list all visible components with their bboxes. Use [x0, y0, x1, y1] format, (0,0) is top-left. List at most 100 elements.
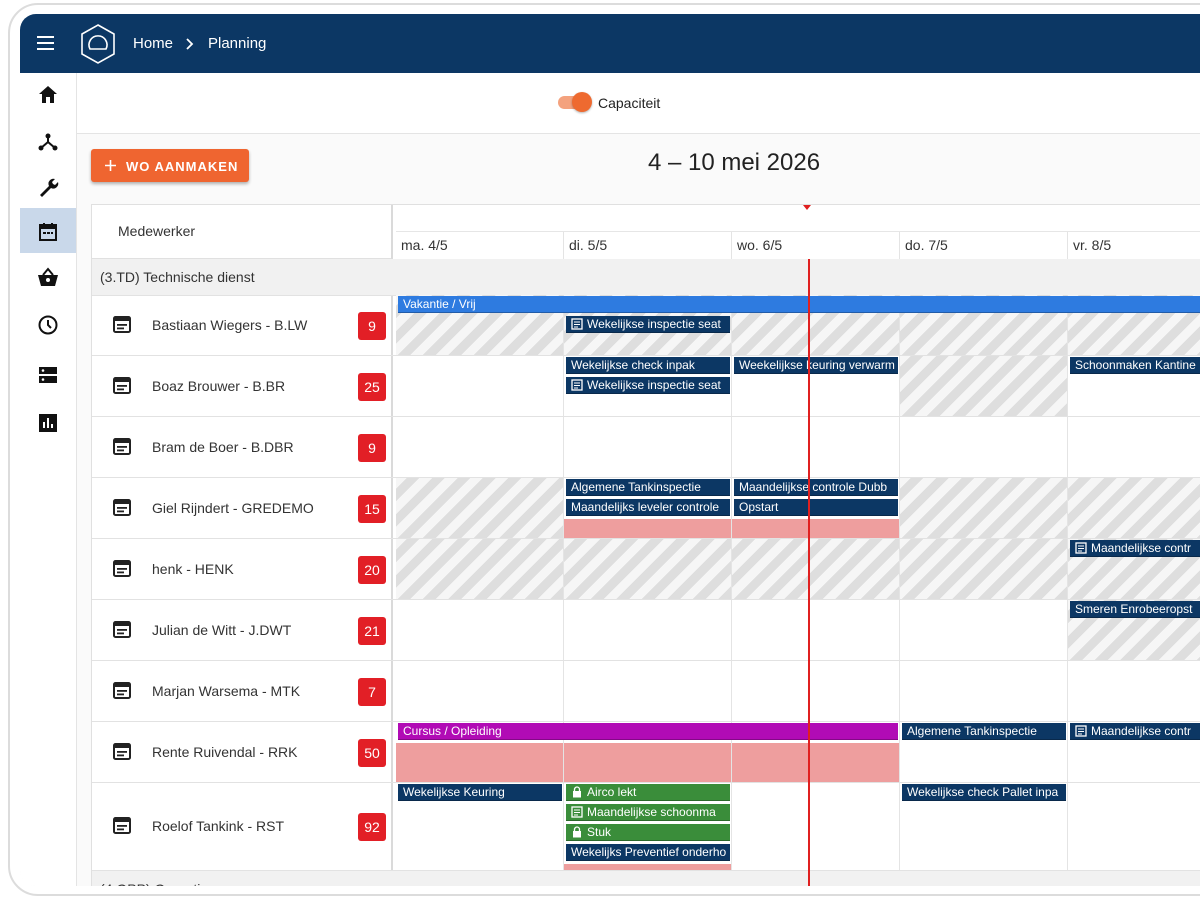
event-label: Wekelijkse check inpak — [571, 358, 695, 372]
event-label: Wekelijkse inspectie seat — [587, 317, 721, 331]
planning-event[interactable]: Wekelijkse inspectie seat — [566, 316, 730, 333]
row-divider — [92, 416, 1200, 417]
planning-event[interactable]: Algemene Tankinspectie — [902, 723, 1066, 740]
event-icon — [571, 806, 583, 820]
event-label: Algemene Tankinspectie — [907, 724, 1037, 738]
sidebar — [20, 73, 77, 886]
now-line — [808, 259, 810, 886]
nav-orders[interactable] — [36, 266, 60, 290]
planning-event[interactable]: Schoonmaken Kantine — [1070, 357, 1200, 374]
logo[interactable] — [78, 23, 118, 65]
event-label: Maandelijks leveler controle — [571, 500, 720, 514]
event-label: Smeren Enrobeeropst — [1075, 602, 1193, 616]
employee-name: henk - HENK — [152, 560, 234, 577]
event-label: Maandelijkse controle Dubb — [739, 480, 888, 494]
event-label: Wekelijks Preventief onderho — [571, 845, 727, 859]
planning-event[interactable]: Airco lekt — [566, 784, 730, 801]
planning-event[interactable]: Algemene Tankinspectie — [566, 479, 730, 496]
planning-event[interactable]: Maandelijks leveler controle — [566, 499, 730, 516]
overload-cell — [732, 519, 899, 538]
event-icon — [571, 379, 583, 393]
row-divider — [92, 870, 1200, 871]
breadcrumb-link[interactable]: Home — [133, 35, 174, 52]
planning-event[interactable]: Maandelijkse contr — [1070, 723, 1200, 740]
workload-badge: 50 — [358, 738, 386, 767]
event-label: Schoonmaken Kantine — [1075, 358, 1196, 372]
planning-event[interactable]: Smeren Enrobeeropst — [1070, 601, 1200, 618]
toggle-knob[interactable] — [572, 92, 592, 112]
day-column-line — [1067, 232, 1068, 886]
planning-event[interactable]: Weekelijkse keuring verwarm — [734, 357, 898, 374]
group-row — [92, 259, 1200, 296]
event-label: Maandelijkse schoonma — [587, 805, 716, 819]
event-label: Airco lekt — [587, 785, 637, 799]
menu-button[interactable] — [36, 33, 56, 53]
event-label: Weekelijkse keuring verwarm — [739, 358, 895, 372]
nav-maintenance[interactable] — [36, 175, 60, 199]
planning-event[interactable]: Maandelijkse contr — [1070, 540, 1200, 557]
event-icon — [571, 318, 583, 332]
nav-storage[interactable] — [36, 363, 60, 387]
planning-event[interactable]: Cursus / Opleiding — [398, 723, 898, 740]
row-calendar-icon[interactable] — [112, 815, 132, 835]
row-calendar-icon[interactable] — [112, 314, 132, 334]
row-divider — [92, 477, 1200, 478]
row-calendar-icon[interactable] — [112, 680, 132, 700]
event-label: Maandelijkse contr — [1091, 724, 1192, 738]
event-icon — [1075, 725, 1087, 739]
planning-event[interactable]: Maandelijkse schoonma — [566, 804, 730, 821]
event-label: Wekelijkse inspectie seat — [587, 378, 721, 392]
row-divider — [92, 538, 1200, 539]
period-title: 4 – 10 mei 2026 — [647, 149, 821, 176]
row-divider — [92, 355, 1200, 356]
nav-planning[interactable] — [36, 220, 60, 244]
planning-event[interactable]: Wekelijks Preventief onderho — [566, 844, 730, 861]
event-icon — [571, 786, 583, 800]
unavailable-cell — [564, 539, 731, 599]
workload-badge: 21 — [358, 616, 386, 645]
unavailable-cell — [396, 478, 563, 538]
event-label: Opstart — [739, 500, 779, 514]
create-wo-button[interactable]: WO AANMAKEN — [91, 149, 249, 182]
row-calendar-icon[interactable] — [112, 497, 132, 517]
nav-history[interactable] — [36, 313, 60, 337]
header-divider — [92, 258, 391, 259]
left-column-border — [391, 205, 393, 886]
day-header: ma. 4/5 — [401, 237, 448, 253]
active-nav-highlight — [20, 208, 76, 253]
row-calendar-icon[interactable] — [112, 558, 132, 578]
row-divider — [92, 782, 1200, 783]
employee-name: Rente Ruivendal - RRK — [152, 743, 298, 760]
row-calendar-icon[interactable] — [112, 619, 132, 639]
planning-event[interactable]: Wekelijkse check Pallet inpa — [902, 784, 1066, 801]
planning-event[interactable]: Vakantie / Vrij — [398, 296, 1200, 313]
workload-badge: 15 — [358, 494, 386, 523]
row-calendar-icon[interactable] — [112, 436, 132, 456]
row-calendar-icon[interactable] — [112, 741, 132, 761]
planning-event[interactable]: Wekelijkse check inpak — [566, 357, 730, 374]
planning-event[interactable]: Wekelijkse Keuring — [398, 784, 562, 801]
planning-event[interactable]: Stuk — [566, 824, 730, 841]
nav-reports[interactable] — [36, 411, 60, 435]
capacity-bar: Capaciteit — [77, 73, 1200, 134]
event-label: Algemene Tankinspectie — [571, 480, 701, 494]
day-column-line — [563, 232, 564, 886]
week-divider — [396, 231, 1200, 232]
plus-icon — [105, 160, 116, 171]
planning-event[interactable]: Opstart — [734, 499, 898, 516]
row-divider — [92, 721, 1200, 722]
planning-event[interactable]: Maandelijkse controle Dubb — [734, 479, 898, 496]
unavailable-cell — [732, 539, 899, 599]
unavailable-cell — [900, 478, 1067, 538]
nav-home[interactable] — [36, 83, 60, 107]
unavailable-cell — [900, 356, 1067, 416]
row-divider — [92, 660, 1200, 661]
event-label: Wekelijkse check Pallet inpa — [907, 785, 1059, 799]
overload-cell — [732, 743, 899, 782]
nav-structure[interactable] — [36, 130, 60, 154]
planning-event[interactable]: Wekelijkse inspectie seat — [566, 377, 730, 394]
column-header: Medewerker — [118, 223, 196, 239]
row-divider — [92, 599, 1200, 600]
overload-cell — [396, 743, 563, 782]
row-calendar-icon[interactable] — [112, 375, 132, 395]
